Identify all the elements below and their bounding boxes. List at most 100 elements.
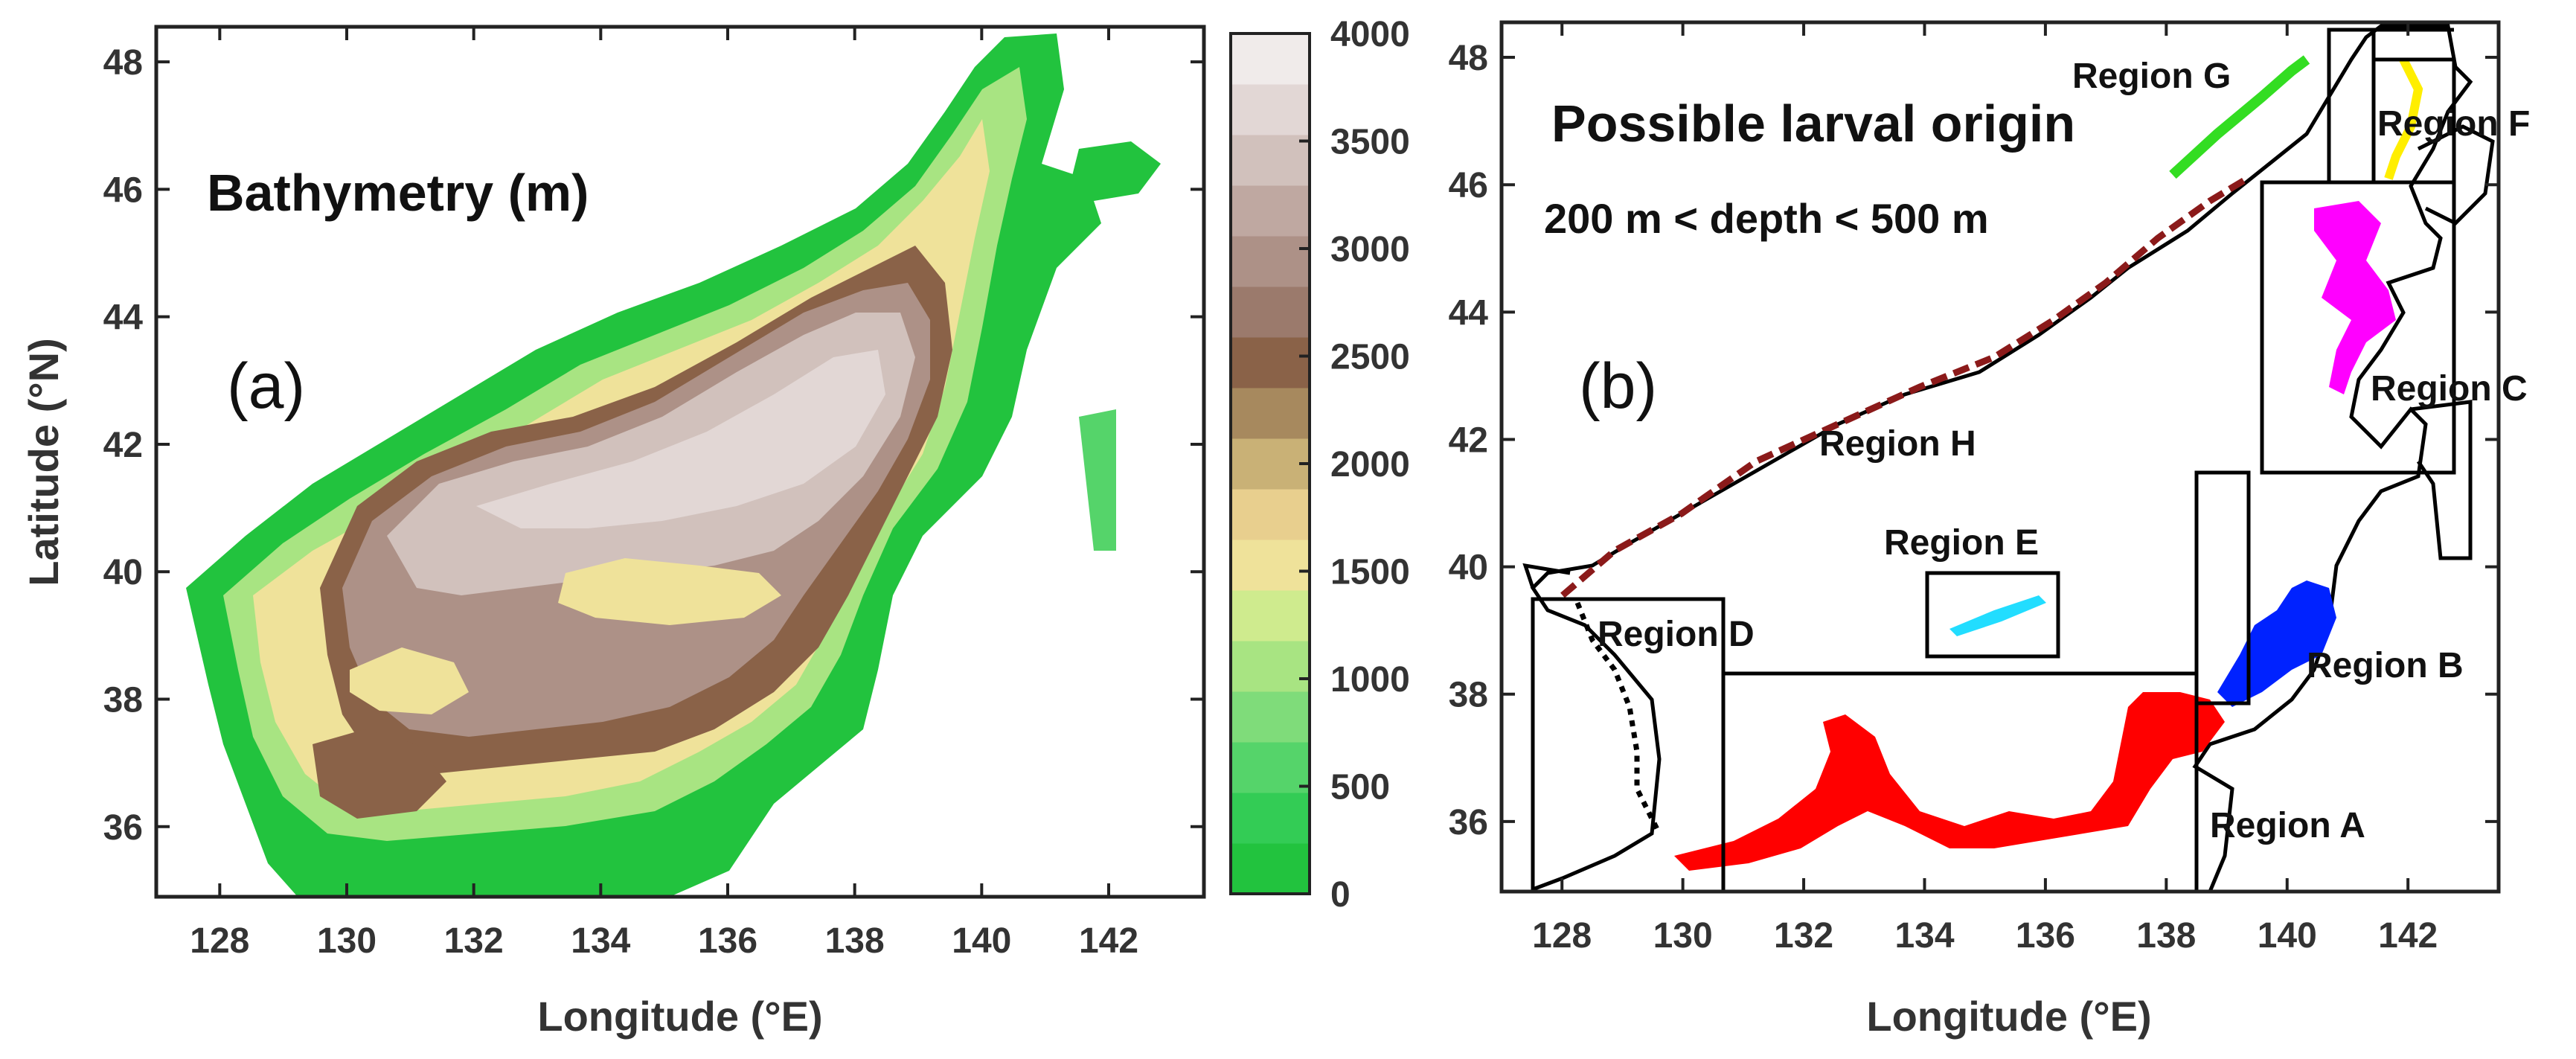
colorbar-tick-label: 3000 <box>1330 230 1410 269</box>
region-e-box <box>1925 571 2060 659</box>
panel-b-title: Possible larval origin <box>1551 95 2075 153</box>
region-e-area <box>1949 595 2046 636</box>
colorbar-swatch <box>1231 793 1310 844</box>
y-tick-label: 36 <box>1449 803 1488 842</box>
colorbar-tick-label: 0 <box>1330 875 1351 915</box>
coast-patch-east-2 <box>1079 409 1116 551</box>
panel-a-x-axis-label: Longitude (°E) <box>537 993 822 1040</box>
colorbar-swatch <box>1231 691 1310 743</box>
panel-a-y-axis-label: Latitude (°N) <box>20 338 67 586</box>
x-tick-label: 132 <box>1774 916 1833 956</box>
shelf-pocket-yamato <box>558 558 781 625</box>
x-tick-label: 142 <box>1079 921 1138 961</box>
x-tick-label: 138 <box>825 921 885 961</box>
colorbar-swatch <box>1231 185 1310 237</box>
colorbar-swatch <box>1231 236 1310 287</box>
region-f-area <box>2384 57 2423 180</box>
region-d-label: Region D <box>1598 615 1755 654</box>
region-d-box <box>1531 597 1726 892</box>
panel-b-axes-box <box>1499 20 2501 894</box>
colorbar-tick-label: 4000 <box>1330 15 1410 54</box>
region-b-box <box>2194 470 2251 706</box>
depth-layer-4000 <box>476 350 885 528</box>
panel-a-axes-box <box>154 25 1206 899</box>
x-tick-label: 142 <box>2378 916 2438 956</box>
x-tick-label: 134 <box>571 921 630 961</box>
x-tick-label: 128 <box>190 921 249 961</box>
colorbar-tick-label: 500 <box>1330 768 1390 807</box>
region-f-label: Region F <box>2377 104 2530 144</box>
colorbar-tick-label: 2500 <box>1330 338 1410 377</box>
colorbar-swatch <box>1231 84 1310 135</box>
y-tick-label: 42 <box>1449 420 1488 460</box>
x-tick-label: 140 <box>952 921 1011 961</box>
shelf-pocket-oki <box>350 647 469 714</box>
panel-b-subtitle: 200 m < depth < 500 m <box>1544 195 1989 242</box>
coastline-korea <box>1522 563 1571 589</box>
colorbar-swatch <box>1231 590 1310 642</box>
x-tick-label: 130 <box>1653 916 1713 956</box>
colorbar-tick-label: 1500 <box>1330 553 1410 592</box>
y-tick-label: 46 <box>103 170 143 210</box>
y-tick-label: 44 <box>103 298 144 338</box>
y-tick-label: 42 <box>103 426 143 465</box>
panel-a-y-ticks: 36 38 40 42 44 46 48 <box>103 43 1204 848</box>
region-boxes <box>1531 28 2456 892</box>
colorbar-swatch <box>1231 742 1310 793</box>
region-d-area <box>1574 601 1662 835</box>
colorbar-swatch <box>1231 540 1310 591</box>
coast-patch-east-1 <box>1071 141 1161 201</box>
colorbar <box>1231 33 1310 895</box>
region-c-label: Region C <box>2371 369 2528 409</box>
panel-b: 128 130 132 134 136 138 140 142 36384042444648 … <box>1449 20 2530 1040</box>
colorbar-ticks: 0 500 1000 1500 2000 2500 3000 3500 4000 <box>1299 15 1410 915</box>
x-tick-label: 134 <box>1894 916 1954 956</box>
colorbar-swatch <box>1231 33 1310 85</box>
x-tick-label: 130 <box>317 921 377 961</box>
panel-b-x-ticks: 128 130 132 134 136 138 140 142 <box>1532 22 2438 956</box>
y-tick-label: 44 <box>1449 293 1489 333</box>
x-tick-label: 132 <box>444 921 504 961</box>
region-g-area <box>2169 55 2310 179</box>
x-tick-label: 138 <box>2136 916 2196 956</box>
region-g-label: Region G <box>2072 57 2231 96</box>
y-tick-label: 38 <box>1449 676 1488 715</box>
coastline-east-islands <box>2410 400 2473 560</box>
region-a-area <box>1674 692 2225 871</box>
colorbar-tick-label: 2000 <box>1330 445 1410 484</box>
colorbar-swatch <box>1231 337 1310 388</box>
y-tick-label: 48 <box>103 43 143 83</box>
colorbar-tick-label: 3500 <box>1330 123 1410 162</box>
y-tick-label: 38 <box>103 681 143 720</box>
panel-a: 128 130 132 134 136 138 140 142 36384042444648 … <box>20 15 1410 1040</box>
panel-a-letter: (a) <box>227 351 305 422</box>
panel-a-x-ticks: 128 130 132 134 136 138 140 142 <box>190 27 1138 961</box>
panel-a-title: Bathymetry (m) <box>207 164 589 222</box>
colorbar-swatch <box>1231 388 1310 439</box>
x-tick-label: 128 <box>1532 916 1592 956</box>
panel-b-letter: (b) <box>1579 351 1657 422</box>
y-tick-label: 48 <box>1449 39 1488 78</box>
region-a-label: Region A <box>2210 806 2365 845</box>
x-tick-label: 136 <box>2016 916 2075 956</box>
region-g-box <box>2327 28 2376 185</box>
x-tick-label: 140 <box>2258 916 2317 956</box>
panel-b-y-ticks: 36 38 40 42 44 46 48 <box>1449 39 2499 842</box>
region-h-area <box>1560 176 2249 598</box>
region-b-label: Region B <box>2307 646 2464 685</box>
y-tick-label: 40 <box>1449 548 1488 588</box>
region-h-label: Region H <box>1819 424 1976 464</box>
colorbar-tick-label: 1000 <box>1330 660 1410 700</box>
colorbar-swatch <box>1231 641 1310 692</box>
panel-b-x-axis-label: Longitude (°E) <box>1866 993 2151 1040</box>
colorbar-swatch <box>1231 843 1310 895</box>
y-tick-label: 40 <box>103 553 143 592</box>
region-c-area <box>2314 201 2396 394</box>
y-tick-label: 36 <box>103 808 143 848</box>
colorbar-swatch <box>1231 438 1310 490</box>
colorbar-swatch <box>1231 287 1310 338</box>
y-tick-label: 46 <box>1449 166 1488 205</box>
shelf-pocket-ulleung <box>313 729 446 819</box>
colorbar-swatch <box>1231 135 1310 186</box>
